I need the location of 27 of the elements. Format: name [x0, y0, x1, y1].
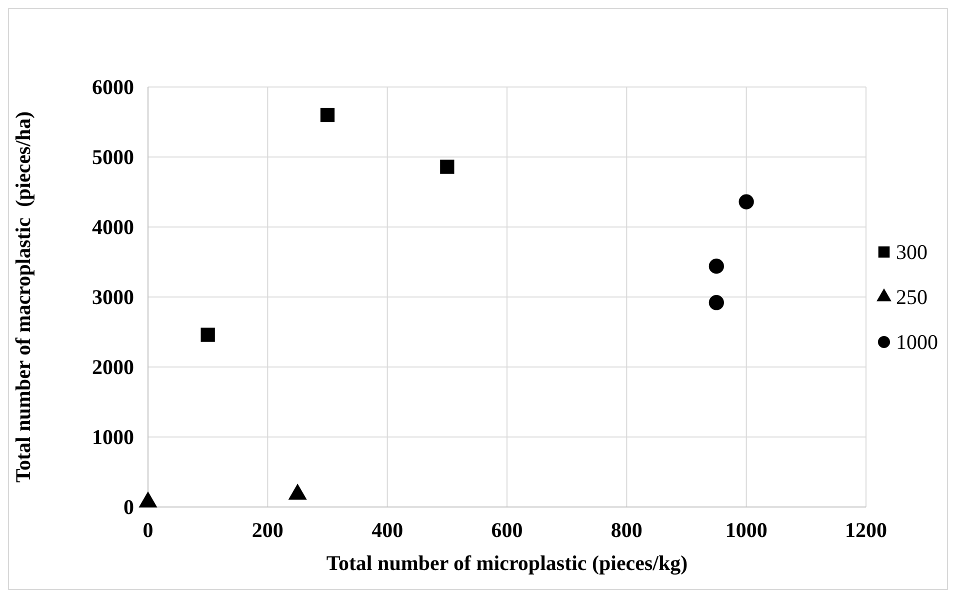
y-tick-label: 1000	[92, 425, 134, 449]
legend-label: 250	[896, 285, 928, 309]
point	[708, 258, 724, 274]
point	[440, 160, 454, 174]
y-tick-label: 2000	[92, 355, 134, 379]
point	[200, 328, 215, 342]
x-tick-label: 400	[372, 518, 404, 542]
x-tick-label: 0	[142, 518, 154, 542]
point	[708, 295, 724, 310]
point	[288, 484, 307, 500]
y-tick-label: 6000	[92, 75, 134, 99]
y-tick-label: 0	[124, 495, 134, 519]
legend-label: 1000	[896, 330, 938, 354]
x-tick-label: 1200	[845, 518, 887, 542]
y-tick-label: 5000	[92, 145, 134, 169]
x-axis-title: Total number of microplastic (pieces/kg)	[326, 551, 688, 575]
x-tick-label: 800	[610, 518, 642, 542]
point	[320, 108, 335, 122]
x-tick-label: 200	[252, 518, 284, 542]
y-tick-label: 4000	[92, 215, 134, 239]
point	[738, 194, 754, 210]
point	[138, 491, 158, 508]
y-tick-label: 3000	[92, 285, 134, 309]
legend-label: 300	[896, 240, 928, 264]
x-tick-label: 600	[491, 518, 523, 542]
x-tick-label: 1000	[725, 518, 768, 542]
y-axis-title: Total number of macroplastic (pieces/ha)	[11, 111, 35, 483]
